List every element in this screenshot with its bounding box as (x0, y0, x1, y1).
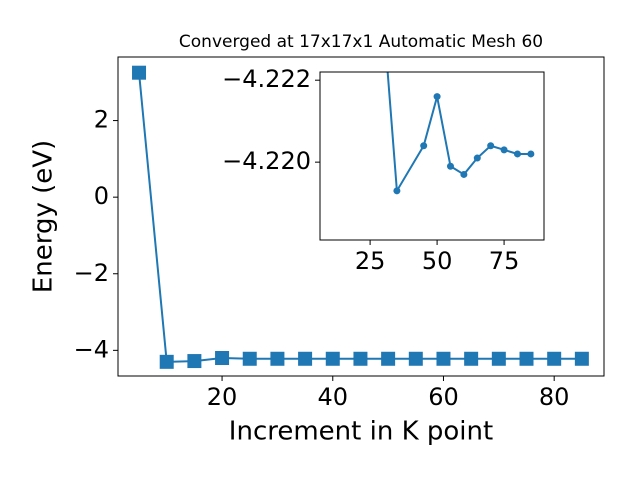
marker (436, 351, 451, 366)
plot-area (380, 15, 535, 195)
marker (500, 146, 508, 154)
plot-area (132, 65, 589, 369)
x-tick-label: 25 (355, 247, 386, 275)
marker (464, 351, 479, 366)
plot-frame (319, 71, 545, 241)
x-tick-label: 80 (539, 383, 570, 411)
marker (187, 354, 202, 369)
marker (242, 351, 257, 366)
marker (381, 351, 396, 366)
x-tick-label: 40 (317, 383, 348, 411)
marker (491, 351, 506, 366)
y-tick-label: −2 (74, 259, 109, 287)
marker (487, 142, 495, 150)
y-tick-label: −4.222 (222, 65, 311, 93)
marker (393, 187, 401, 195)
marker (270, 351, 285, 366)
marker (547, 351, 562, 366)
marker (215, 351, 230, 366)
marker (513, 150, 521, 158)
marker (420, 142, 428, 150)
marker (408, 351, 423, 366)
marker (527, 150, 535, 158)
x-tick-label: 75 (489, 247, 520, 275)
x-axis-label: Increment in K point (229, 417, 493, 447)
y-axis-label: Energy (eV) (29, 140, 59, 293)
plot-frame (117, 56, 605, 377)
marker (446, 162, 454, 170)
marker (473, 154, 481, 162)
plot-background (320, 72, 544, 240)
x-tick-label: 50 (422, 247, 453, 275)
marker (519, 351, 534, 366)
marker (460, 170, 468, 178)
marker (433, 93, 441, 101)
marker (298, 351, 313, 366)
y-tick-label: −4 (74, 335, 109, 363)
marker (159, 354, 174, 369)
x-tick-label: 60 (428, 383, 459, 411)
marker (353, 351, 368, 366)
marker (325, 351, 340, 366)
chart-title: Converged at 17x17x1 Automatic Mesh 60 (179, 32, 543, 52)
marker (380, 15, 387, 22)
y-tick-label: −4.220 (222, 147, 311, 175)
marker (132, 65, 147, 80)
y-tick-label: 0 (94, 182, 109, 210)
marker (574, 351, 589, 366)
x-tick-label: 20 (207, 383, 238, 411)
y-tick-label: 2 (94, 106, 109, 134)
